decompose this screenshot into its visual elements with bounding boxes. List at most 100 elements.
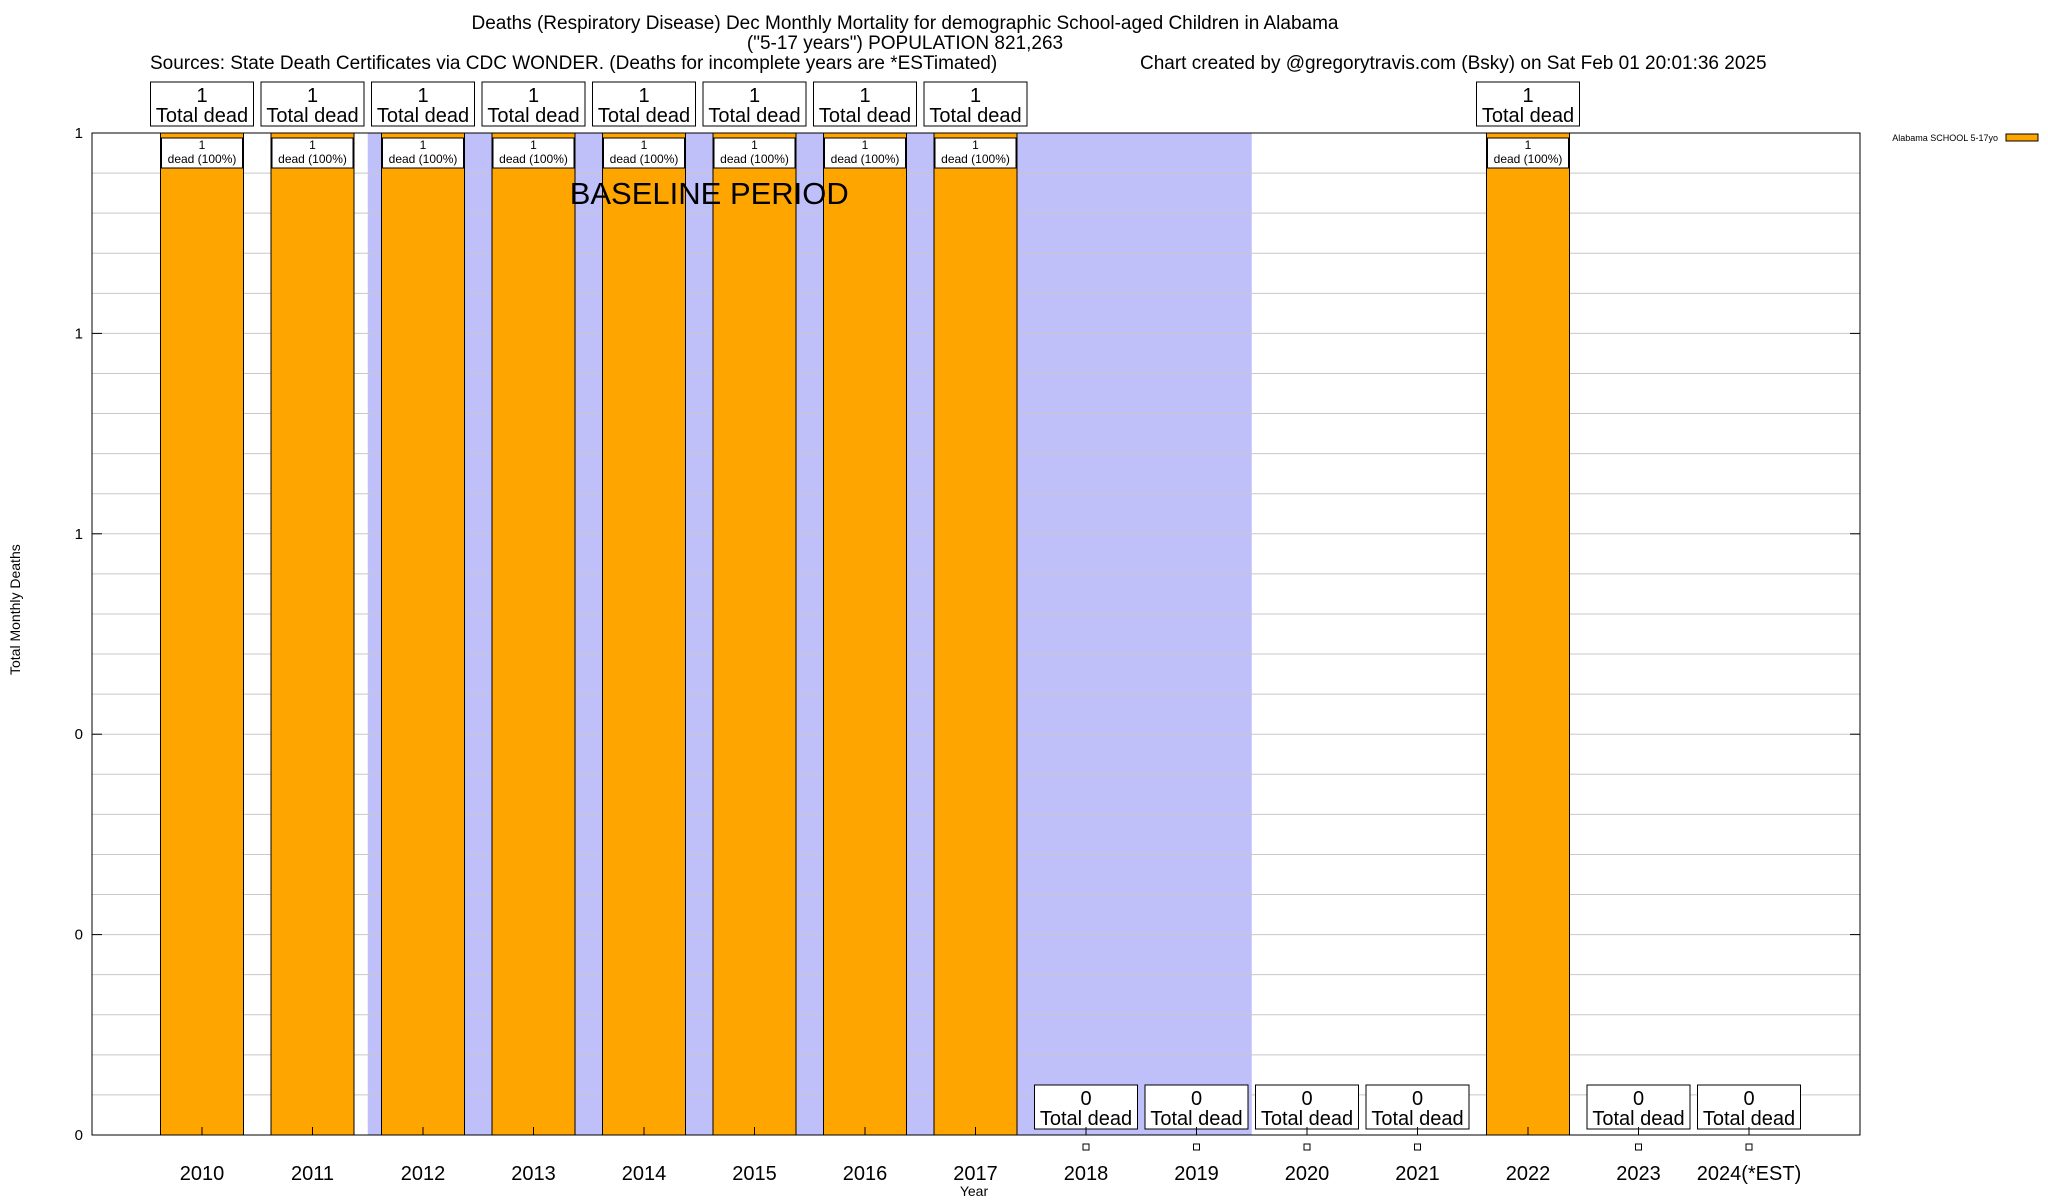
segment-label-suffix: dead (100%) [1494,152,1563,166]
x-tick-label: 2023 [1616,1163,1661,1185]
total-label-count: 0 [1412,1088,1423,1110]
plot-frame [91,132,1861,1136]
total-label-suffix: Total dead [1703,1108,1795,1130]
segment-label-suffix: dead (100%) [278,152,347,166]
segment-label-box [603,137,685,169]
x-tick-label: 2013 [511,1163,556,1185]
x-tick-label: 2019 [1174,1163,1219,1185]
zero-marker [1193,1143,1200,1151]
zero-marker [1635,1143,1642,1151]
total-label-box [702,81,807,127]
x-tick-label: 2024(*EST) [1697,1163,1802,1185]
segment-label-box [161,137,243,169]
total-label-count: 1 [528,85,539,107]
total-label-suffix: Total dead [929,105,1021,127]
x-tick-label: 2014 [622,1163,667,1185]
total-label-count: 0 [1743,1088,1754,1110]
segment-label-box [492,137,575,169]
segment-label-box [271,137,354,169]
total-label-suffix: Total dead [1592,1108,1684,1130]
y-tick-label: 0 [75,726,83,743]
x-tick-label: 2010 [180,1163,225,1185]
total-label-count: 1 [638,85,649,107]
segment-label-suffix: dead (100%) [941,152,1010,166]
total-label-count: 1 [749,85,760,107]
total-label-box [1144,1084,1249,1130]
total-label-box [1034,1084,1138,1130]
segment-label-suffix: dead (100%) [389,152,458,166]
total-label-suffix: Total dead [1040,1108,1132,1130]
total-label-suffix: Total dead [266,105,358,127]
segment-label-count: 1 [530,138,537,152]
total-label-box [813,81,917,127]
total-label-suffix: Total dead [1150,1108,1242,1130]
total-label-count: 0 [1080,1088,1091,1110]
segment-label-count: 1 [1525,138,1532,152]
bar [1486,132,1570,1136]
total-label-count: 1 [307,85,318,107]
segment-label-count: 1 [641,138,648,152]
x-tick-label: 2012 [401,1163,446,1185]
chart-subtitle: ("5-17 years") POPULATION 821,263 [746,33,1064,54]
sources-note: Sources: State Death Certificates via CD… [150,53,998,74]
x-tick-label: 2017 [953,1163,998,1185]
legend-label: Alabama SCHOOL 5-17yo [1892,133,1998,143]
segment-label-box [1487,137,1569,169]
baseline-annotation: BASELINE PERIOD [570,176,849,211]
bar [712,132,797,1136]
y-tick-label: 1 [75,526,83,543]
total-label-count: 1 [1522,85,1533,107]
total-label-box [1365,1084,1470,1130]
x-tick-label: 2011 [291,1163,334,1185]
x-tick-label: 2018 [1064,1163,1109,1185]
total-label-count: 1 [970,85,981,107]
bar [491,132,576,1136]
total-label-suffix: Total dead [708,105,800,127]
zero-marker [1303,1143,1311,1151]
segment-label-box [713,137,796,169]
y-tick-label: 0 [75,1127,83,1144]
segment-label-count: 1 [309,138,316,152]
bar [823,132,907,1136]
y-tick-label: 0 [75,927,83,944]
total-label-suffix: Total dead [1371,1108,1463,1130]
total-label-count: 0 [1633,1088,1644,1110]
x-tick-label: 2020 [1285,1163,1330,1185]
total-label-count: 0 [1191,1088,1202,1110]
segment-label-box [934,137,1017,169]
total-label-box [371,81,475,127]
zero-marker [1745,1143,1753,1151]
total-label-box [481,81,586,127]
legend-swatch [2005,133,2039,142]
total-label-box [1697,1084,1801,1130]
total-label-box [923,81,1028,127]
x-axis-label: Year [960,1183,989,1199]
total-label-count: 1 [196,85,207,107]
zero-marker [1414,1143,1421,1151]
segment-label-count: 1 [199,138,206,152]
x-tick-label: 2021 [1395,1163,1440,1185]
segment-label-count: 1 [751,138,758,152]
bar [160,132,244,1136]
x-tick-label: 2022 [1506,1163,1551,1185]
total-label-box [260,81,365,127]
segment-label-suffix: dead (100%) [720,152,789,166]
y-tick-label: 1 [75,325,83,342]
segment-label-suffix: dead (100%) [831,152,900,166]
segment-label-suffix: dead (100%) [168,152,237,166]
bar [602,132,686,1136]
x-tick-label: 2016 [843,1163,888,1185]
segment-label-count: 1 [420,138,427,152]
total-label-suffix: Total dead [377,105,469,127]
segment-label-suffix: dead (100%) [499,152,568,166]
chart-credit: Chart created by @gregorytravis.com (Bsk… [1140,53,1767,74]
bar [933,132,1018,1136]
chart-title: Deaths (Respiratory Disease) Dec Monthly… [471,13,1339,34]
total-label-count: 0 [1301,1088,1312,1110]
x-tick-label: 2015 [732,1163,777,1185]
total-label-suffix: Total dead [598,105,690,127]
total-label-box [1255,1084,1359,1130]
total-label-box [150,81,254,127]
total-label-box [1586,1084,1691,1130]
